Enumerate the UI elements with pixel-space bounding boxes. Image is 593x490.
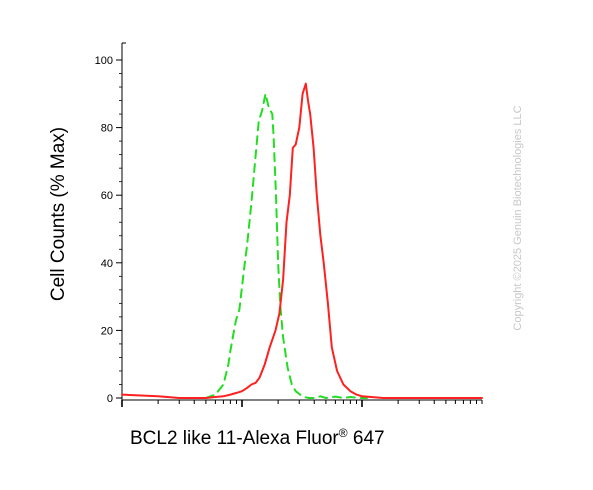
x-axis-title-registered-mark: ® [339,426,348,440]
sample-histogram-line [121,82,483,399]
y-tick-label: 80 [101,123,113,135]
y-tick-label: 100 [95,55,113,67]
y-ticks: 0 20 40 60 80 100 [95,55,122,405]
control-histogram-line [204,92,368,399]
axes [121,42,483,407]
x-axis-title: BCL2 like 11-Alexa Fluor® 647 [130,426,385,449]
series-layer [121,82,483,399]
x-axis-title-tail: 647 [348,428,385,449]
x-axis-title-main: BCL2 like 11-Alexa Fluor [130,428,339,449]
y-axis-title: Cell Counts (% Max) [48,127,69,301]
y-tick-label: 0 [107,393,113,405]
y-tick-label: 60 [101,190,113,202]
y-tick-label: 20 [101,325,113,337]
copyright-watermark: Copyright ©2025 Genuin Biotechnologies L… [512,105,524,330]
y-tick-label: 40 [101,258,113,270]
